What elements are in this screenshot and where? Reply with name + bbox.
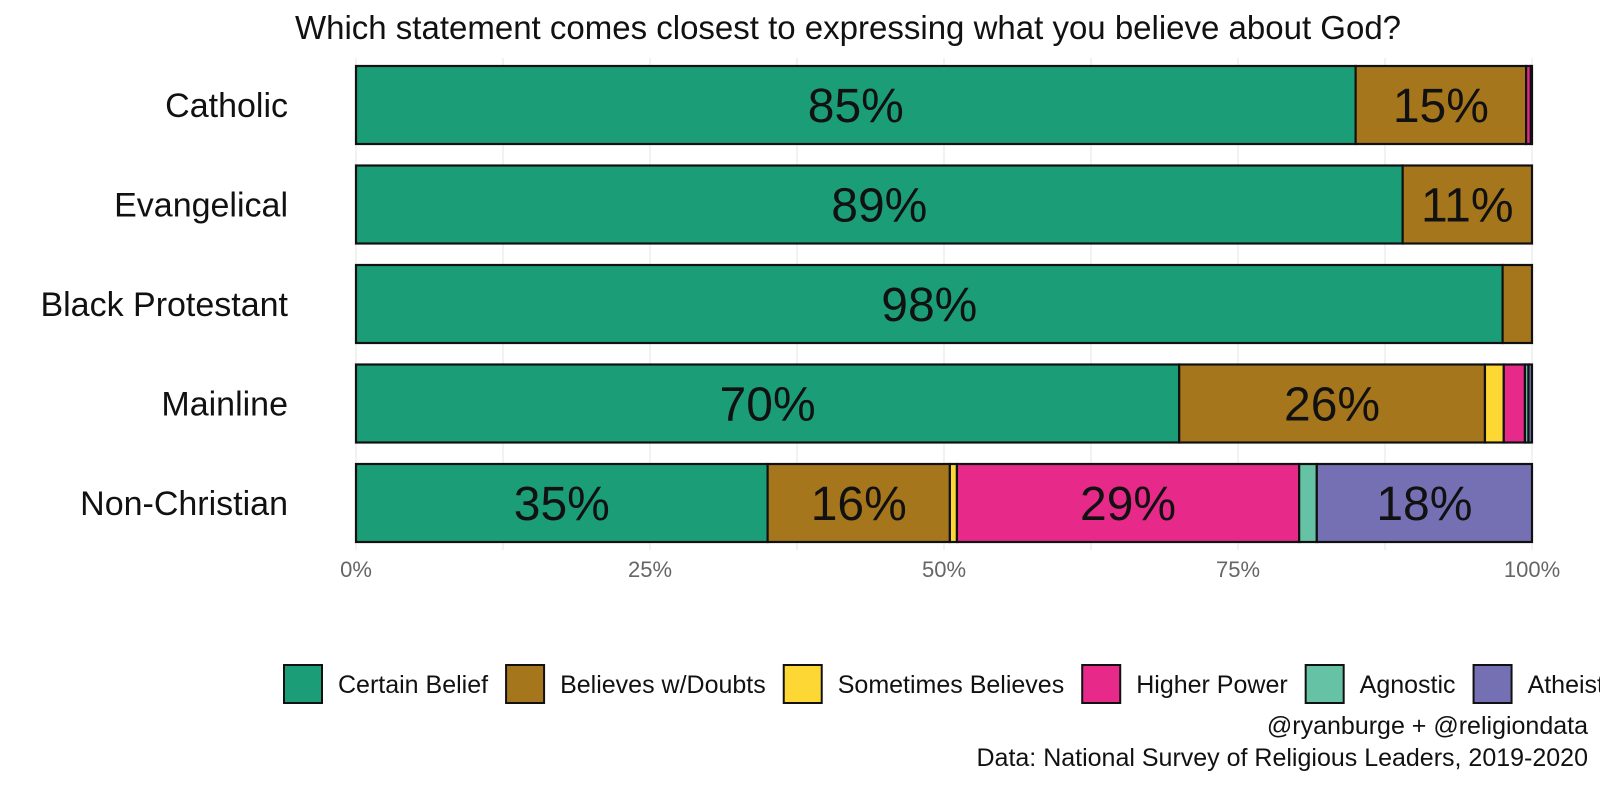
bar-black-protestant-believes-w-doubts (1501, 263, 1534, 345)
category-label-mainline: Mainline (161, 386, 288, 424)
bar-label-mainline-believes-w-doubts: 26% (1284, 379, 1380, 432)
bar-mainline-higher-power (1502, 363, 1527, 444)
legend-label-agnostic: Agnostic (1360, 671, 1456, 699)
category-label-evangelical: Evangelical (114, 187, 288, 225)
bar-label-non-christian-believes-w-doubts: 16% (811, 478, 907, 531)
bar-label-evangelical-believes-w-doubts: 11% (1421, 180, 1514, 233)
x-tick-label-50: 50% (922, 557, 966, 582)
legend-swatch-believes-w-doubts (505, 664, 546, 704)
category-labels: Catholic Evangelical Black Protestant Mainl… (40, 87, 288, 523)
bar-evangelical-believes-w-doubts (1401, 164, 1534, 245)
legend-label-atheist: Atheist (1528, 671, 1600, 699)
bar-label-black-protestant-certain-belief: 98% (881, 279, 977, 332)
caption-source: Data: National Survey of Religious Leade… (977, 744, 1589, 772)
bar-non-christian-higher-power (955, 462, 1301, 544)
category-label-non-christian: Non-Christian (80, 485, 288, 523)
x-tick-label-75: 75% (1216, 557, 1260, 582)
bar-label-catholic-certain-belief: 85% (808, 80, 904, 133)
legend-swatch-sometimes-believes (782, 664, 823, 704)
x-tick-label-0: 0% (340, 557, 372, 582)
bar-label-catholic-believes-w-doubts: 15% (1393, 80, 1489, 133)
legend-label-certain-belief: Certain Belief (338, 671, 488, 699)
bar-catholic-believes-w-doubts (1354, 64, 1528, 146)
x-tick-label-100: 100% (1504, 557, 1560, 582)
bar-mainline-certain-belief (354, 363, 1181, 444)
bar-non-christian-certain-belief (354, 462, 769, 544)
legend-swatch-atheist (1472, 664, 1513, 704)
x-axis: 0% 25% 50% 75% 100% (340, 557, 1560, 582)
bar-black-protestant-certain-belief (354, 263, 1504, 345)
legend-label-sometimes-believes: Sometimes Believes (838, 671, 1064, 699)
bar-label-non-christian-certain-belief: 35% (514, 478, 610, 531)
bar-catholic-agnostic (1529, 64, 1534, 146)
chart-title: Which statement comes closest to express… (295, 9, 1401, 46)
x-tick-label-25: 25% (628, 557, 672, 582)
bar-label-evangelical-certain-belief: 89% (831, 180, 927, 233)
legend: Certain Belief Believes w/Doubts Sometimes… (283, 664, 1600, 704)
category-label-catholic: Catholic (165, 87, 288, 125)
bar-non-christian-agnostic (1298, 462, 1318, 544)
legend-swatch-higher-power (1081, 664, 1122, 704)
legend-label-higher-power: Higher Power (1136, 671, 1287, 699)
bar-mainline-sometimes-believes (1483, 363, 1505, 444)
legend-swatch-agnostic (1304, 664, 1345, 704)
bars-layer: 85% 15% 89% 11% 98% 70% 26% 35% 16% 29% 18% (354, 64, 1534, 544)
category-label-black-protestant: Black Protestant (40, 286, 288, 324)
bar-label-non-christian-atheist: 18% (1376, 478, 1472, 531)
bar-label-non-christian-higher-power: 29% (1080, 478, 1176, 531)
bar-label-mainline-certain-belief: 70% (720, 379, 816, 432)
legend-label-believes-w-doubts: Believes w/Doubts (560, 671, 766, 699)
bar-mainline-atheist (1527, 363, 1534, 444)
bar-non-christian-atheist (1315, 462, 1534, 544)
bar-mainline-believes-w-doubts (1178, 363, 1487, 444)
caption-credit: @ryanburge + @religiondata (1267, 712, 1588, 740)
legend-swatch-certain-belief (283, 664, 323, 704)
